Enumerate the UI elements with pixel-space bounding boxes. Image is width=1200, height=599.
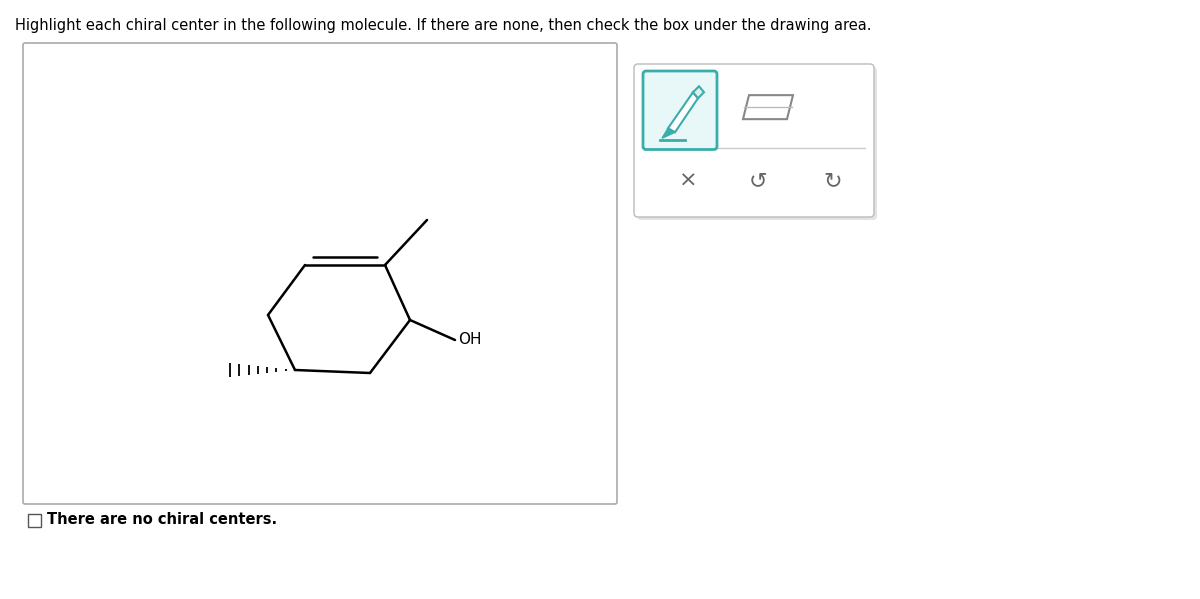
- FancyBboxPatch shape: [634, 64, 874, 217]
- Text: OH: OH: [458, 332, 481, 347]
- Text: Highlight each chiral center in the following molecule. If there are none, then : Highlight each chiral center in the foll…: [14, 18, 871, 33]
- Text: ↻: ↻: [823, 171, 842, 191]
- Polygon shape: [743, 95, 793, 119]
- Polygon shape: [662, 128, 674, 138]
- Bar: [28, 513, 41, 527]
- FancyBboxPatch shape: [643, 71, 718, 150]
- Polygon shape: [694, 86, 704, 98]
- FancyBboxPatch shape: [23, 43, 617, 504]
- Text: There are no chiral centers.: There are no chiral centers.: [47, 513, 277, 528]
- Polygon shape: [668, 92, 698, 132]
- Text: ↺: ↺: [749, 171, 767, 191]
- FancyBboxPatch shape: [637, 67, 877, 220]
- Text: ×: ×: [679, 171, 697, 191]
